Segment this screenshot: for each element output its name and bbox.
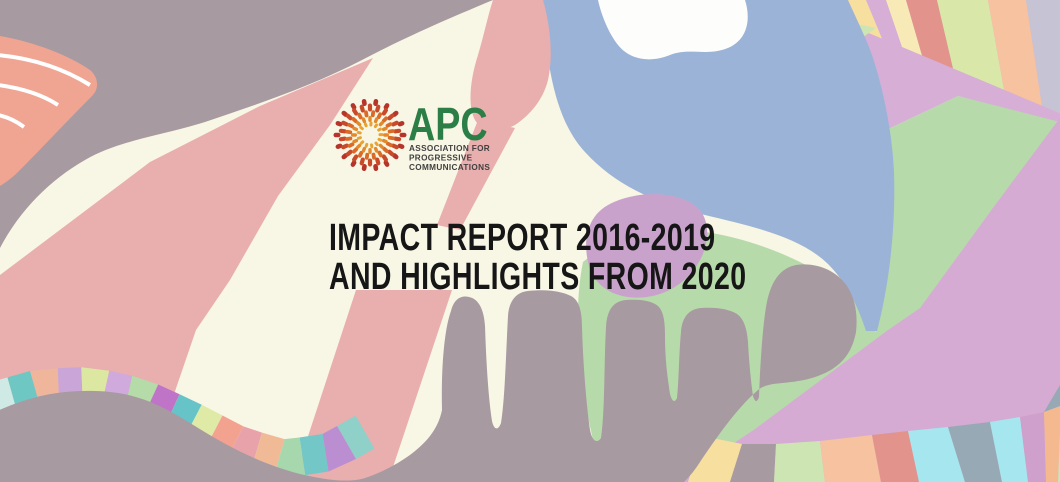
apc-sunburst-icon xyxy=(333,99,407,171)
purple-blob xyxy=(586,194,708,298)
topright-stripe-fan xyxy=(846,0,1060,114)
pink-bulge xyxy=(470,0,551,131)
blue-blob xyxy=(543,0,895,331)
orchid-mass xyxy=(676,118,1060,482)
mauve-top-shape xyxy=(0,0,493,248)
report-title-line1: IMPACT REPORT 2016-2019 xyxy=(329,217,716,259)
bottomright-stripe-fan xyxy=(688,385,1060,482)
orchid-right-edge xyxy=(990,118,1060,430)
logo-name-line2: PROGRESSIVE xyxy=(409,154,473,163)
report-title-line2: AND HIGHLIGHTS FROM 2020 xyxy=(329,256,746,298)
apc-logo: APC ASSOCIATION FOR PROGRESSIVE COMMUNIC… xyxy=(333,98,490,172)
mauve-hand-wave xyxy=(0,264,857,482)
logo-acronym: APC xyxy=(408,98,488,149)
logo-name-line1: ASSOCIATION FOR xyxy=(409,144,490,153)
pink-tail-stripe xyxy=(437,120,515,230)
signal-arcs-icon xyxy=(0,53,92,129)
white-blob xyxy=(598,0,748,60)
logo-name-line3: COMMUNICATIONS xyxy=(409,163,490,172)
